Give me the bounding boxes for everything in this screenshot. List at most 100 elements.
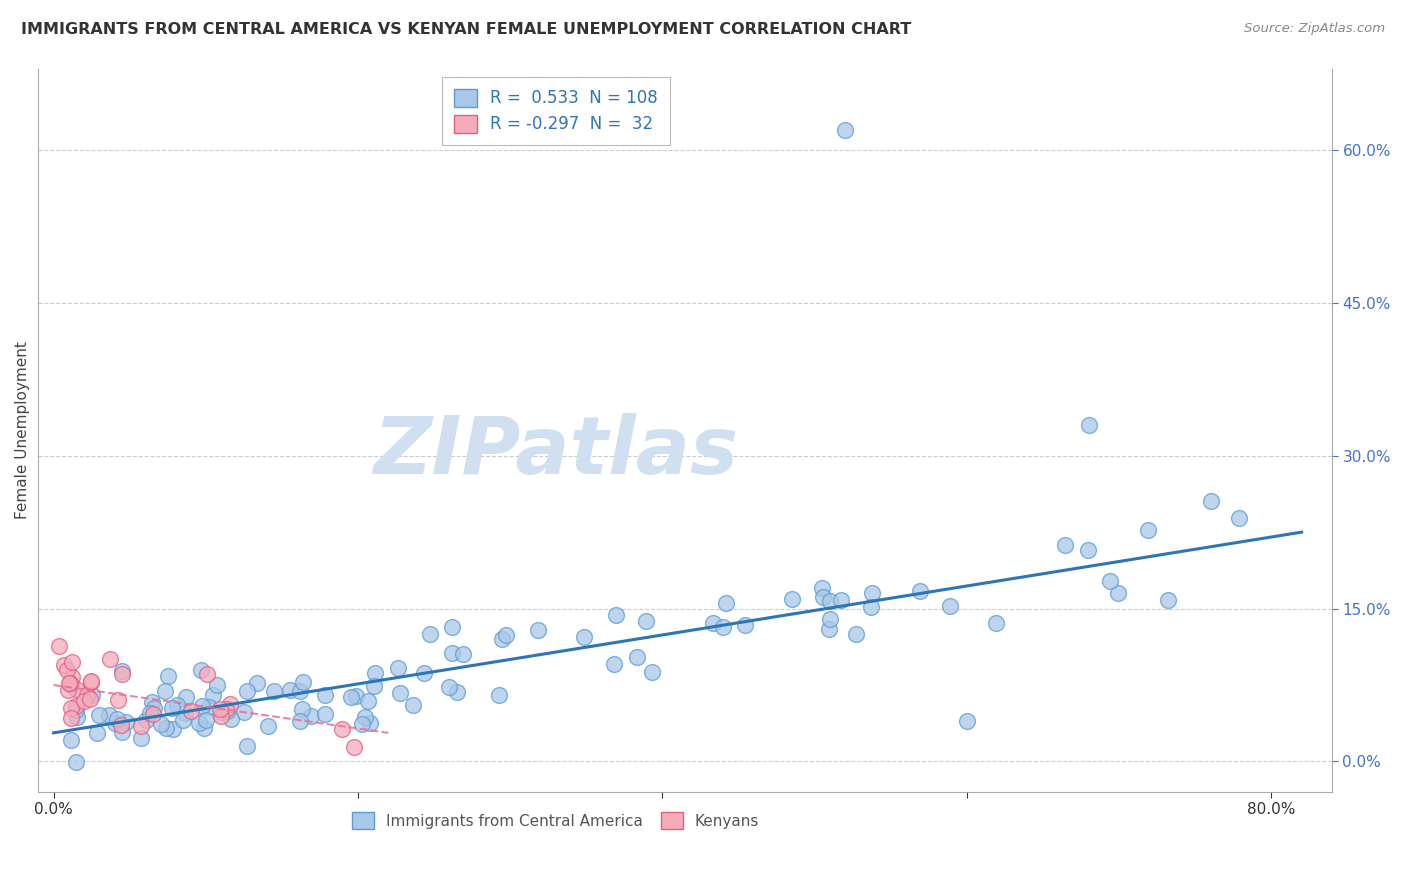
Point [440,646,463,660]
Point [80,688,103,702]
Text: Source: ZipAtlas.com: Source: ZipAtlas.com [1244,22,1385,36]
Point [208,702,231,716]
Point [603,657,626,671]
Point [291,702,314,716]
Point [79,691,101,706]
Point [209,706,232,720]
Point [1199,493,1222,508]
Point [626,650,648,665]
Point [193,721,215,735]
Point [363,679,385,693]
Point [834,122,856,136]
Point [605,608,627,623]
Point [845,626,868,640]
Point [387,661,409,675]
Point [939,599,962,613]
Point [236,739,259,753]
Point [357,694,380,708]
Point [330,722,353,736]
Point [80,674,103,689]
Point [299,708,322,723]
Point [215,701,238,715]
Point [155,721,177,735]
Point [488,688,510,702]
Point [634,614,657,628]
Point [195,713,218,727]
Point [107,693,129,707]
Point [59,710,82,724]
Point [353,710,375,724]
Point [139,706,162,721]
Point [1077,418,1099,433]
Point [142,706,165,721]
Point [1076,543,1098,558]
Point [711,620,734,634]
Y-axis label: Female Unemployment: Female Unemployment [15,342,30,519]
Point [73,694,96,708]
Point [79,673,101,688]
Point [232,705,254,719]
Point [817,623,839,637]
Point [129,718,152,732]
Point [56,663,79,677]
Point [60,655,83,669]
Point [160,700,183,714]
Point [172,713,194,727]
Point [65,755,87,769]
Point [105,712,128,726]
Point [984,615,1007,630]
Point [156,669,179,683]
Point [110,717,132,731]
Point [818,612,841,626]
Point [162,722,184,736]
Point [641,665,664,679]
Point [58,682,80,697]
Point [89,707,111,722]
Point [439,681,461,695]
Point [115,715,138,730]
Point [235,684,257,698]
Point [219,697,242,711]
Point [818,594,841,608]
Point [143,701,166,715]
Point [388,686,411,700]
Point [48,640,70,654]
Point [209,709,232,723]
Point [1136,523,1159,537]
Point [205,678,228,692]
Point [149,717,172,731]
Point [129,731,152,746]
Point [811,590,834,604]
Point [60,700,83,714]
Point [98,708,121,723]
Point [350,716,373,731]
Point [257,719,280,733]
Point [65,703,87,717]
Point [402,698,425,712]
Point [1156,593,1178,607]
Point [364,665,387,680]
Point [180,704,202,718]
Point [419,627,441,641]
Point [59,676,82,690]
Point [187,716,209,731]
Text: IMMIGRANTS FROM CENTRAL AMERICA VS KENYAN FEMALE UNEMPLOYMENT CORRELATION CHART: IMMIGRANTS FROM CENTRAL AMERICA VS KENYA… [21,22,911,37]
Point [176,690,198,705]
Point [359,716,381,731]
Point [1107,585,1129,599]
Point [263,683,285,698]
Point [495,628,517,642]
Point [76,688,98,702]
Point [1227,511,1250,525]
Point [288,684,311,698]
Point [52,657,75,672]
Point [60,678,83,692]
Point [446,685,468,699]
Point [956,714,979,728]
Point [195,666,218,681]
Point [491,632,513,646]
Point [221,712,243,726]
Point [1098,574,1121,589]
Point [440,620,463,634]
Point [412,666,434,681]
